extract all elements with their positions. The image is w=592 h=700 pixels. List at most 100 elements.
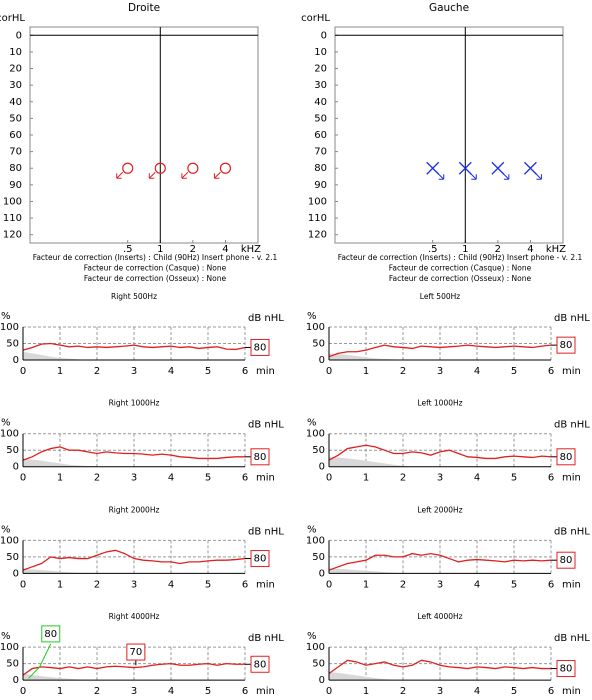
x-tick-label: 6 <box>548 473 554 484</box>
response-line <box>328 344 552 358</box>
annotation-line <box>28 643 52 679</box>
level-box <box>250 655 270 673</box>
x-tick-label: 2 <box>400 366 406 377</box>
marker-arrow <box>181 171 189 179</box>
x-tick-label: 1 <box>363 579 369 590</box>
x-tick-label: 5 <box>205 366 211 377</box>
y-tick-label: 110 <box>3 213 22 224</box>
level-value: 80 <box>560 664 573 675</box>
marker-arrow <box>501 171 510 180</box>
level-label: dB nHL <box>554 526 590 537</box>
y-tick-label: 80 <box>9 163 22 174</box>
y-tick-label: 70 <box>314 147 327 158</box>
plot-frame <box>29 26 259 244</box>
marker-arrow <box>468 171 477 180</box>
y-tick-label: 110 <box>308 213 327 224</box>
level-label: dB nHL <box>554 633 590 644</box>
response-line <box>328 552 552 571</box>
y-tick-label: 50 <box>312 445 325 456</box>
y-tick-label: 50 <box>6 659 19 670</box>
x-axis-label: kHZ <box>546 244 566 255</box>
x-tick-label: 4 <box>168 579 174 590</box>
response-line <box>328 444 552 461</box>
y-axis-label: % <box>1 631 11 642</box>
x-axis-label: min <box>256 579 275 590</box>
x-tick-label: 6 <box>242 366 248 377</box>
threshold-marker <box>426 161 440 175</box>
x-tick-label: 3 <box>131 473 137 484</box>
x-tick-label: 2 <box>495 244 501 255</box>
marker-arrow <box>148 171 156 179</box>
y-tick-label: 50 <box>6 445 19 456</box>
x-tick-label: 2 <box>400 686 406 697</box>
x-tick-label: 6 <box>548 579 554 590</box>
x-tick-label: 2 <box>400 579 406 590</box>
x-tick-label: 2 <box>94 473 100 484</box>
x-tick-label: 5 <box>511 473 517 484</box>
x-tick-label: 6 <box>242 579 248 590</box>
x-tick-label: 0 <box>20 579 26 590</box>
threshold-marker <box>154 162 166 174</box>
y-tick-label: 100 <box>3 196 22 207</box>
y-tick-label: 50 <box>312 339 325 350</box>
x-tick-label: 5 <box>511 366 517 377</box>
x-tick-label: 1 <box>363 473 369 484</box>
response-line <box>22 446 245 461</box>
level-label: dB nHL <box>248 420 284 431</box>
level-label: dB nHL <box>554 420 590 431</box>
marker-arrow <box>116 171 124 179</box>
y-tick-label: 0 <box>319 675 325 686</box>
x-tick-label: 3 <box>437 579 443 590</box>
x-tick-label: 0 <box>20 366 26 377</box>
y-tick-label: 0 <box>319 568 325 579</box>
level-value: 80 <box>254 452 267 463</box>
level-value: 80 <box>560 555 573 566</box>
x-tick-label: 5 <box>205 686 211 697</box>
y-tick-label: 50 <box>312 552 325 563</box>
y-tick-label: 100 <box>306 642 325 653</box>
x-axis-label: min <box>256 366 275 377</box>
noise-area <box>329 568 551 574</box>
y-axis-label: % <box>307 631 317 642</box>
y-tick-label: 20 <box>314 64 327 75</box>
level-box <box>556 660 576 678</box>
y-tick-label: 70 <box>9 147 22 158</box>
x-tick-label: 2 <box>94 366 100 377</box>
level-label: dB nHL <box>248 313 284 324</box>
level-box <box>556 448 576 466</box>
y-tick-label: 100 <box>0 322 19 333</box>
noise-area <box>329 353 551 360</box>
noise-area <box>329 456 551 467</box>
x-tick-label: 1 <box>57 473 63 484</box>
level-box <box>250 338 270 356</box>
chart-title: Left 1000Hz <box>417 399 462 408</box>
y-tick-label: 20 <box>9 64 22 75</box>
y-axis-label: corHL <box>301 13 330 24</box>
x-tick-label: 5 <box>511 686 517 697</box>
x-tick-label: 4 <box>168 473 174 484</box>
x-axis-label: min <box>562 686 581 697</box>
correction-note: Facteur de correction (Osseux) : None <box>84 274 227 283</box>
x-tick-label: 1 <box>57 366 63 377</box>
y-axis-label: % <box>307 311 317 322</box>
level-box <box>556 336 576 354</box>
x-tick-label: 4 <box>474 473 480 484</box>
y-tick-label: 100 <box>0 642 19 653</box>
x-tick-label: 2 <box>190 244 196 255</box>
chart-title: Right 500Hz <box>111 292 157 301</box>
noise-area <box>23 458 245 467</box>
chart-title: Left 2000Hz <box>417 505 462 514</box>
x-tick-label: 4 <box>168 686 174 697</box>
x-axis-label: kHZ <box>241 244 261 255</box>
level-label: dB nHL <box>248 526 284 537</box>
correction-note: Facteur de correction (Casque) : None <box>389 264 532 273</box>
x-tick-label: 3 <box>131 579 137 590</box>
x-tick-label: 5 <box>205 473 211 484</box>
annotation-text: 70 <box>129 647 142 658</box>
y-tick-label: 0 <box>13 568 19 579</box>
x-tick-label: 1 <box>57 579 63 590</box>
y-tick-label: 50 <box>6 552 19 563</box>
x-tick-label: 6 <box>242 686 248 697</box>
x-tick-label: 4 <box>222 244 228 255</box>
